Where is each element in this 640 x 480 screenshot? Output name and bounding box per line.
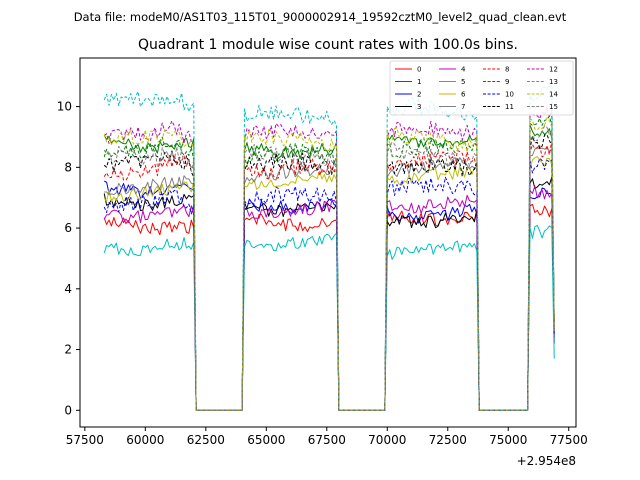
series-line-10 — [103, 157, 555, 411]
legend-label-1: 1 — [417, 78, 421, 86]
x-offset-label: +2.954e8 — [517, 454, 576, 468]
series-line-3 — [103, 176, 555, 411]
series-line-13 — [103, 85, 555, 411]
x-tick-label: 65000 — [247, 433, 285, 447]
legend-label-10: 10 — [505, 91, 514, 99]
series-line-0 — [103, 203, 555, 411]
y-axis: 0 2 4 6 8 10 — [57, 100, 80, 417]
x-tick-label: 72500 — [429, 433, 467, 447]
y-tick-label: 8 — [64, 160, 72, 174]
y-tick-label: 6 — [64, 221, 72, 235]
x-tick-label: 75000 — [489, 433, 527, 447]
y-tick-label: 10 — [57, 100, 72, 114]
y-tick-label: 4 — [64, 282, 72, 296]
series-line-7 — [104, 147, 555, 411]
x-tick-label: 70000 — [368, 433, 406, 447]
chart-title: Quadrant 1 module wise count rates with … — [138, 37, 518, 53]
x-tick-label: 60000 — [126, 433, 164, 447]
plot-frame — [79, 57, 577, 428]
series-line-9 — [103, 115, 555, 411]
legend-label-7: 7 — [461, 103, 465, 111]
series-line-4 — [103, 185, 555, 411]
legend-label-9: 9 — [505, 78, 509, 86]
series-line-12 — [103, 105, 555, 411]
x-tick-label: 77500 — [550, 433, 588, 447]
x-tick-label: 57500 — [66, 433, 104, 447]
series-line-14 — [103, 117, 555, 411]
series-line-5 — [103, 224, 555, 411]
suptitle: Data file: modeM0/AS1T03_115T01_90000029… — [74, 10, 567, 24]
legend-label-12: 12 — [549, 66, 558, 74]
legend-label-6: 6 — [461, 91, 466, 99]
legend-label-0: 0 — [417, 66, 421, 74]
series-layer — [103, 85, 555, 411]
legend-label-13: 13 — [549, 78, 558, 86]
x-tick-label: 62500 — [187, 433, 225, 447]
legend-label-5: 5 — [461, 78, 465, 86]
legend-label-14: 14 — [549, 91, 558, 99]
legend-label-4: 4 — [461, 66, 466, 74]
x-axis: 57500 60000 62500 65000 67500 70000 72500 75000… — [66, 427, 588, 447]
legend-label-2: 2 — [417, 91, 421, 99]
legend-label-8: 8 — [505, 66, 509, 74]
y-tick-label: 2 — [64, 343, 72, 357]
legend-label-3: 3 — [417, 103, 421, 111]
legend-label-11: 11 — [505, 103, 514, 111]
series-line-11 — [103, 134, 555, 411]
series-line-15 — [103, 125, 555, 411]
legend-label-15: 15 — [549, 103, 558, 111]
y-tick-label: 0 — [64, 403, 72, 417]
legend-frame — [389, 60, 574, 116]
x-tick-label: 67500 — [308, 433, 346, 447]
